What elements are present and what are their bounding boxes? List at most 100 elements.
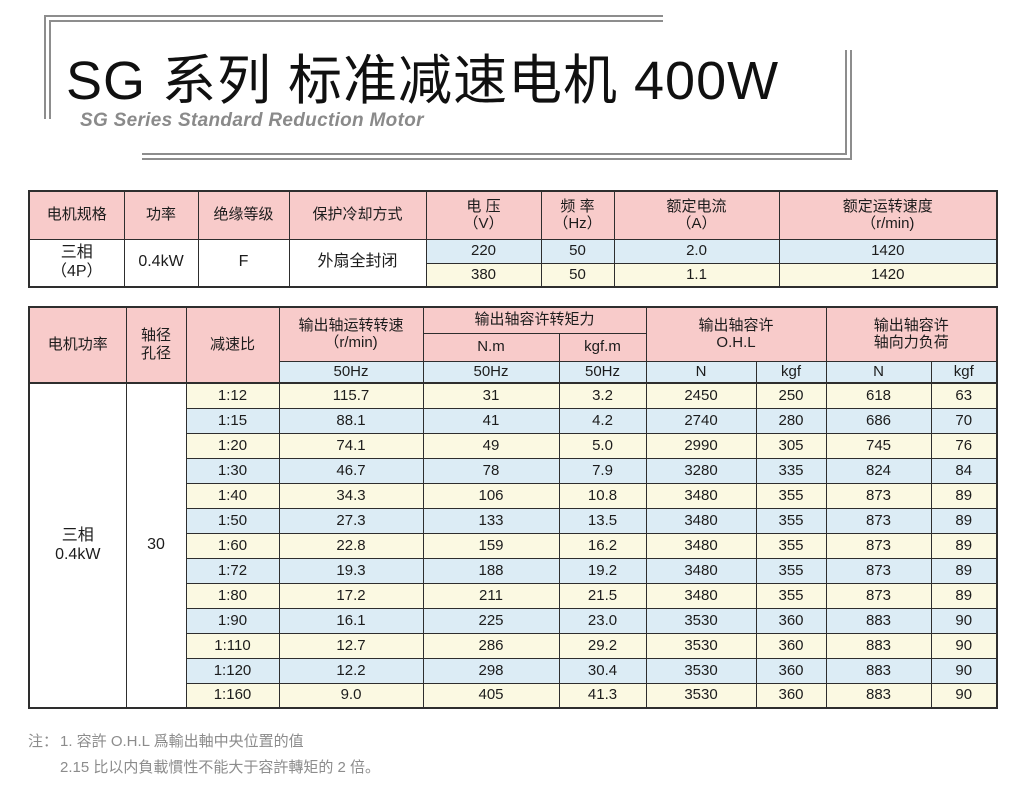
axial-n-cell: 873 <box>825 482 932 509</box>
header-frequency: 频 率 （Hz） <box>540 190 615 240</box>
ohl-n-cell: 3530 <box>645 607 757 634</box>
motor-spec-value: 三相 （4P） <box>28 238 125 288</box>
torque-kgfm-cell: 7.9 <box>558 457 647 484</box>
ohl-n-cell: 3280 <box>645 457 757 484</box>
ohl-kgf-cell: 305 <box>755 432 827 459</box>
speed-cell: 12.2 <box>278 657 424 684</box>
header-voltage: 电 压 （V） <box>425 190 542 240</box>
axial-n-cell: 745 <box>825 432 932 459</box>
header-output-speed: 输出轴运转转速 （r/min) <box>278 306 424 362</box>
ohl-kgf-cell: 360 <box>755 632 827 659</box>
header-shaft: 轴径 孔径 <box>125 306 187 384</box>
note-line: 1. 容許 O.H.L 爲輸出軸中央位置的值 <box>60 733 304 750</box>
current-value: 2.0 <box>613 238 780 264</box>
ratio-cell: 1:15 <box>185 407 280 434</box>
table-row: 1:110 12.7 286 29.2 3530 360 883 90 <box>29 632 998 659</box>
table-row: 1:60 22.8 159 16.2 3480 355 873 89 <box>29 532 998 559</box>
axial-kgf-cell: 89 <box>930 482 998 509</box>
ratio-cell: 1:60 <box>185 532 280 559</box>
torque-nm-cell: 211 <box>422 582 560 609</box>
torque-kgfm-cell: 21.5 <box>558 582 647 609</box>
axial-n-cell: 618 <box>825 382 932 409</box>
ohl-n-cell: 3530 <box>645 682 757 709</box>
ohl-kgf-cell: 355 <box>755 582 827 609</box>
axial-n-cell: 873 <box>825 582 932 609</box>
header-power: 功率 <box>123 190 199 240</box>
speed-cell: 12.7 <box>278 632 424 659</box>
ohl-n-cell: 2740 <box>645 407 757 434</box>
header-motor-spec: 电机规格 <box>28 190 125 240</box>
ohl-n-cell: 3530 <box>645 657 757 684</box>
current-value: 1.1 <box>613 262 780 288</box>
page-title: SG 系列 标准减速电机 400W <box>66 51 780 111</box>
torque-nm-cell: 31 <box>422 382 560 409</box>
header-motor-power: 电机功率 <box>28 306 127 384</box>
header-allow-torque: 输出轴容许转矩力 <box>422 306 647 334</box>
subheader-kgf: kgf <box>755 360 827 384</box>
speed-cell: 34.3 <box>278 482 424 509</box>
ohl-kgf-cell: 360 <box>755 682 827 709</box>
subheader-kgf: kgf <box>930 360 998 384</box>
speed-cell: 9.0 <box>278 682 424 709</box>
speed-cell: 17.2 <box>278 582 424 609</box>
axial-n-cell: 883 <box>825 607 932 634</box>
voltage-value: 220 <box>425 238 542 264</box>
frequency-value: 50 <box>540 238 615 264</box>
axial-kgf-cell: 90 <box>930 657 998 684</box>
speed-cell: 22.8 <box>278 532 424 559</box>
table-row: 1:15 88.1 41 4.2 2740 280 686 70 <box>29 407 998 434</box>
axial-n-cell: 873 <box>825 507 932 534</box>
table-row: 1:90 16.1 225 23.0 3530 360 883 90 <box>29 607 998 634</box>
subheader-n: N <box>645 360 757 384</box>
insulation-value: F <box>197 238 290 288</box>
table-row: 1:20 74.1 49 5.0 2990 305 745 76 <box>29 432 998 459</box>
torque-kgfm-cell: 19.2 <box>558 557 647 584</box>
axial-kgf-cell: 89 <box>930 532 998 559</box>
axial-kgf-cell: 70 <box>930 407 998 434</box>
header-insulation: 绝缘等级 <box>197 190 290 240</box>
header-axial: 输出轴容许 轴向力负荷 <box>825 306 998 362</box>
torque-kgfm-cell: 5.0 <box>558 432 647 459</box>
speed-cell: 46.7 <box>278 457 424 484</box>
footnotes: 注： 1. 容許 O.H.L 爲輸出軸中央位置的值 2.15 比以内負載慣性不能… <box>28 729 380 781</box>
table-row: 1:160 9.0 405 41.3 3530 360 883 90 <box>29 682 998 709</box>
header-cooling: 保护冷却方式 <box>288 190 427 240</box>
torque-kgfm-cell: 30.4 <box>558 657 647 684</box>
header-ohl: 输出轴容许 O.H.L <box>645 306 827 362</box>
table-row: 380 50 1.1 1420 <box>29 262 998 288</box>
subheader-50hz: 50Hz <box>278 360 424 384</box>
speed-cell: 27.3 <box>278 507 424 534</box>
ratio-cell: 1:120 <box>185 657 280 684</box>
ratio-cell: 1:72 <box>185 557 280 584</box>
torque-kgfm-cell: 13.5 <box>558 507 647 534</box>
ratio-cell: 1:160 <box>185 682 280 709</box>
voltage-value: 380 <box>425 262 542 288</box>
torque-nm-cell: 225 <box>422 607 560 634</box>
ohl-n-cell: 3480 <box>645 507 757 534</box>
axial-n-cell: 883 <box>825 632 932 659</box>
torque-nm-cell: 133 <box>422 507 560 534</box>
header-torque-kgfm: kgf.m <box>558 332 647 362</box>
torque-kgfm-cell: 29.2 <box>558 632 647 659</box>
axial-kgf-cell: 84 <box>930 457 998 484</box>
table-row: 三相 （4P） 0.4kW F 外扇全封闭 220 50 2.0 1420 <box>28 238 998 288</box>
ohl-kgf-cell: 355 <box>755 532 827 559</box>
axial-n-cell: 883 <box>825 657 932 684</box>
ratio-table-body: 三相 0.4kW 30 1:12 115.7 31 3.2 2450 250 618 63 1:15… <box>28 382 998 709</box>
ratio-cell: 1:20 <box>185 432 280 459</box>
ratio-cell: 1:30 <box>185 457 280 484</box>
axial-n-cell: 686 <box>825 407 932 434</box>
axial-kgf-cell: 76 <box>930 432 998 459</box>
page-subtitle: SG Series Standard Reduction Motor <box>80 110 424 131</box>
ohl-n-cell: 3480 <box>645 557 757 584</box>
ohl-kgf-cell: 355 <box>755 557 827 584</box>
title-frame-front <box>142 50 852 160</box>
axial-kgf-cell: 63 <box>930 382 998 409</box>
speed-cell: 16.1 <box>278 607 424 634</box>
ratio-cell: 1:40 <box>185 482 280 509</box>
ohl-kgf-cell: 250 <box>755 382 827 409</box>
header-rated-speed: 额定运转速度 （r/min) <box>778 190 998 240</box>
ohl-kgf-cell: 355 <box>755 482 827 509</box>
axial-kgf-cell: 89 <box>930 582 998 609</box>
torque-kgfm-cell: 16.2 <box>558 532 647 559</box>
